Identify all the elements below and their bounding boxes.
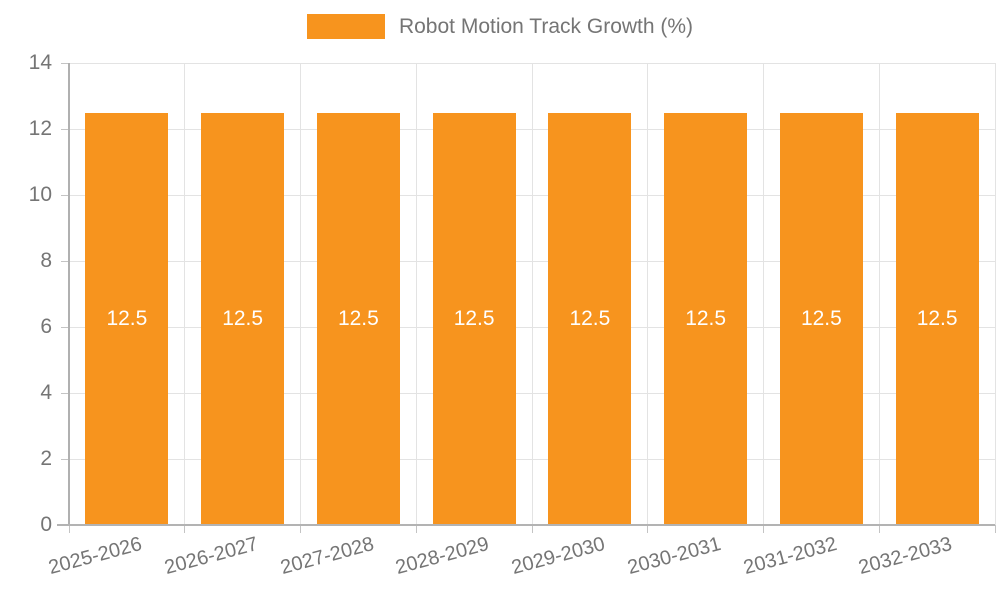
- v-gridline: [531, 63, 533, 525]
- x-axis-tick-label: 2025-2026: [46, 533, 145, 580]
- y-tick-mark: [61, 392, 69, 394]
- y-axis-tick-label: 8: [40, 249, 52, 272]
- bar-value-label: 12.5: [569, 306, 611, 330]
- y-axis-tick-label: 4: [40, 381, 52, 404]
- y-tick-mark: [61, 128, 69, 130]
- bar[interactable]: 12.5: [548, 112, 632, 525]
- y-tick-mark: [61, 458, 69, 460]
- bar-value-label: 12.5: [685, 306, 727, 330]
- bar-value-label: 12.5: [337, 306, 379, 330]
- v-gridline: [300, 63, 301, 525]
- bar-value-label: 12.5: [800, 306, 842, 330]
- legend[interactable]: Robot Motion Track Growth (%): [0, 14, 1000, 39]
- v-gridline: [763, 63, 764, 525]
- y-axis-tick-label: 2: [40, 447, 52, 470]
- legend-swatch: [306, 14, 385, 39]
- y-axis-line: [68, 63, 70, 525]
- y-axis-tick-label: 14: [28, 51, 52, 74]
- y-axis-tick-label: 12: [28, 117, 52, 140]
- bar[interactable]: 12.5: [664, 112, 748, 525]
- x-axis-tick-label: 2027-2028: [277, 533, 377, 580]
- v-gridline: [878, 63, 880, 525]
- x-tick-mark: [531, 525, 533, 533]
- v-gridline: [994, 63, 996, 525]
- x-tick-mark: [300, 525, 301, 533]
- y-axis-tick-label: 6: [40, 315, 52, 338]
- x-axis-tick-label: 2032-2033: [856, 533, 955, 580]
- bar-value-label: 12.5: [106, 306, 148, 330]
- y-tick-mark: [61, 260, 69, 262]
- y-axis-tick-label: 10: [28, 183, 52, 206]
- y-tick-mark: [61, 326, 69, 328]
- bar-value-label: 12.5: [222, 306, 264, 330]
- x-tick-mark: [994, 525, 996, 533]
- v-gridline: [647, 63, 649, 525]
- bar[interactable]: 12.5: [201, 112, 285, 525]
- y-tick-mark: [61, 194, 69, 196]
- v-gridline: [184, 63, 186, 525]
- bar[interactable]: 12.5: [316, 112, 400, 525]
- x-axis-tick-label: 2029-2030: [509, 533, 608, 580]
- y-tick-mark: [61, 62, 69, 64]
- bar[interactable]: 12.5: [432, 112, 516, 525]
- bar[interactable]: 12.5: [85, 112, 169, 525]
- x-tick-mark: [184, 525, 186, 533]
- x-axis-tick-label: 2030-2031: [625, 533, 724, 580]
- x-tick-mark: [647, 525, 649, 533]
- x-axis-tick-label: 2028-2029: [393, 533, 492, 580]
- x-tick-mark: [415, 525, 417, 533]
- x-tick-mark: [763, 525, 764, 533]
- bar[interactable]: 12.5: [779, 112, 863, 525]
- x-axis-tick-label: 2031-2032: [740, 533, 840, 580]
- x-tick-mark: [68, 525, 70, 533]
- bar-value-label: 12.5: [453, 306, 495, 330]
- legend-label: Robot Motion Track Growth (%): [398, 14, 694, 38]
- x-axis-tick-label: 2026-2027: [162, 533, 261, 580]
- y-axis-tick-label: 0: [40, 513, 52, 536]
- x-tick-mark: [878, 525, 880, 533]
- v-gridline: [415, 63, 417, 525]
- bar-value-label: 12.5: [916, 306, 958, 330]
- bar[interactable]: 12.5: [895, 112, 979, 525]
- x-axis-line: [57, 524, 995, 526]
